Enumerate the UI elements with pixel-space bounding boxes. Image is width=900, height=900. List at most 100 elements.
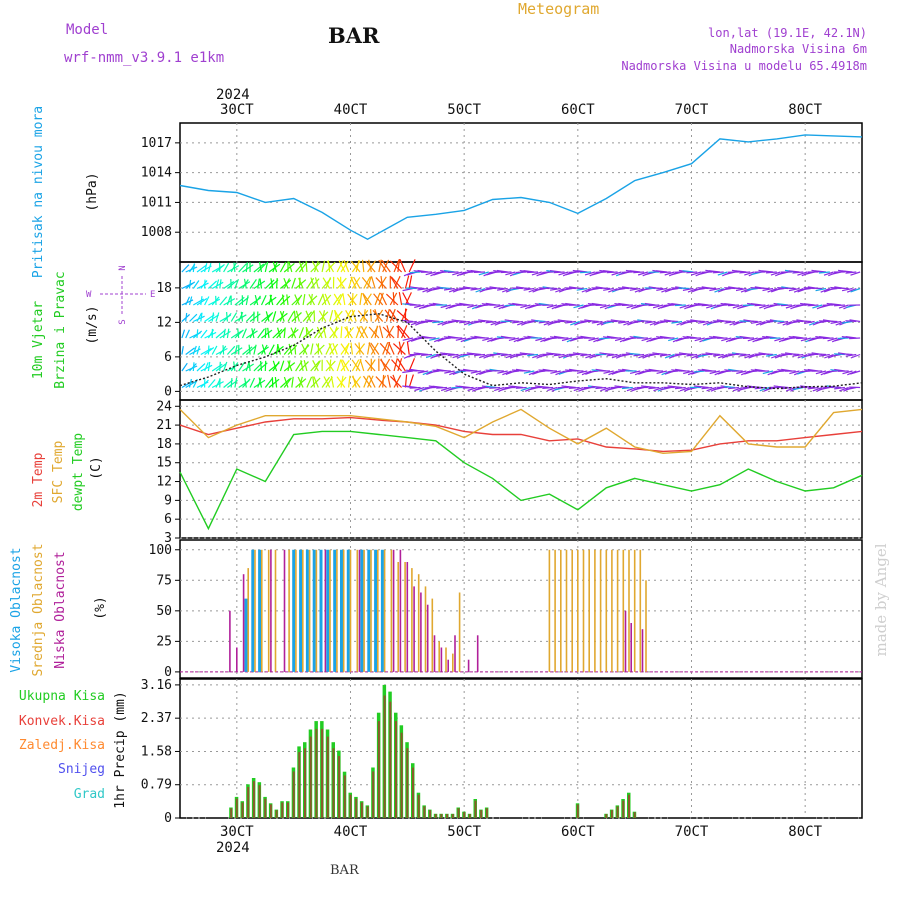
wind-barb-19-5 (253, 344, 257, 355)
wind-barb-131-4 (668, 337, 679, 342)
ytick-3-75: 75 (156, 573, 172, 588)
wind-barb-47-7 (351, 375, 361, 388)
model-label: Model (66, 22, 108, 38)
sfc-ylabel: SFC Temp (51, 441, 66, 504)
wind-barb-132-7 (671, 385, 683, 389)
wind-barb-150-5 (739, 353, 751, 357)
wind-barb-57-2 (385, 293, 399, 306)
wind-barb-44-7 (348, 375, 351, 388)
wind-barb-57-0 (397, 259, 401, 273)
wind-barb-178-3 (845, 320, 857, 323)
wind-barb-128-0 (656, 270, 667, 273)
wind-barb-61-4 (402, 337, 414, 341)
wind-barb-177-6 (842, 370, 853, 375)
wind-barb-39-5 (329, 343, 339, 355)
wind-barb-41-4 (329, 326, 338, 339)
wind-barb-145-4 (721, 337, 732, 342)
wind-barb-93-1 (523, 287, 535, 291)
wind-barb-26-2 (279, 295, 291, 306)
wind-barb-26-7 (279, 378, 291, 388)
wind-barb-54-3 (385, 308, 390, 322)
wind-barb-39-3 (329, 310, 334, 322)
compass-rose: N W E S (86, 265, 155, 324)
precip-bar-conv-50 (622, 800, 625, 818)
wind-barb-125-3 (644, 320, 656, 324)
precip-bar-conv-39 (451, 814, 454, 818)
wind-barb-38-2 (322, 293, 327, 306)
wind-barb-55-4 (386, 325, 391, 339)
wind-barb-127-2 (652, 304, 664, 309)
wind-barb-73-5 (447, 353, 459, 357)
wind-barb-97-7 (538, 385, 550, 389)
wind-barb-22-0 (264, 261, 269, 273)
wind-barb-102-2 (557, 304, 569, 307)
wind-barb-56-3 (384, 309, 395, 322)
wind-barb-3-1 (192, 280, 200, 289)
grid-lines (175, 123, 862, 819)
wind-barb-164-0 (792, 271, 804, 274)
wind-barb-156-6 (762, 370, 774, 375)
wind-barb-14-7 (234, 377, 238, 388)
precip-bar-conv-10 (287, 802, 289, 818)
precip-unit: 1hr Precip (mm) (113, 691, 128, 808)
wind-barb-94-0 (527, 271, 539, 274)
wind-barb-58-1 (391, 276, 403, 289)
wind-barb-72-1 (443, 287, 455, 291)
wind-barb-99-7 (547, 386, 558, 392)
wind-barb-36-1 (314, 277, 319, 289)
wind-barb-141-2 (706, 304, 717, 309)
precip-bar-conv-6 (264, 798, 267, 818)
wind-barb-39-7 (323, 376, 331, 388)
data-series (179, 134, 863, 819)
wind-barb-161-3 (782, 320, 793, 326)
wind-barb-27-0 (283, 262, 295, 273)
wind-barb-25-0 (272, 261, 278, 273)
wind-barb-45-5 (350, 342, 353, 355)
wind-barb-16-4 (241, 328, 247, 339)
ytick-2-24: 24 (156, 399, 172, 414)
wind-barb-52-5 (370, 342, 380, 355)
wind-barb-1-4 (185, 329, 190, 339)
wind-barb-88-0 (505, 271, 516, 276)
wind-barb-164-5 (792, 353, 804, 357)
wind-barb-60-0 (408, 259, 416, 273)
wind-barb-130-5 (664, 353, 675, 359)
wind-barb-172-5 (824, 353, 834, 359)
wind-barb-112-3 (596, 320, 607, 326)
wind-barb-48-7 (363, 375, 369, 388)
wind-barb-54-2 (380, 292, 388, 306)
wind-barb-81-5 (479, 353, 489, 359)
wind-barb-9-1 (215, 279, 220, 289)
wind-barb-48-0 (361, 259, 365, 273)
wind-barb-1-5 (185, 347, 195, 355)
wind-barb-19-1 (253, 280, 266, 289)
wind-speed-line (179, 313, 863, 390)
elevation-text: Nadmorska Visina 6m (730, 42, 867, 56)
top-tick-30CT: 30CT (220, 102, 254, 118)
wind-barb-170-6 (815, 370, 827, 375)
wind-barb-155-2 (759, 304, 770, 309)
legend-grad: Grad (74, 787, 105, 802)
compass-east: E (150, 290, 155, 300)
wind-barb-166-6 (799, 370, 811, 373)
wind-barb-50-2 (362, 293, 372, 306)
wind-barb-112-7 (595, 386, 607, 390)
wind-barb-123-5 (638, 353, 649, 359)
wind-barb-23-4 (267, 327, 270, 339)
wind-barb-21-3 (261, 313, 272, 322)
wind-barb-23-5 (268, 344, 275, 355)
y-tick-labels: 1008101110141017061218369121518212402550… (141, 136, 172, 826)
wind-barb-22-3 (264, 312, 274, 322)
wind-barb-162-4 (784, 337, 796, 340)
wind-barb-67-0 (425, 271, 436, 276)
wind-barb-171-5 (819, 353, 830, 357)
precip-bar-conv-4 (252, 781, 255, 818)
wind-barb-12-5 (226, 345, 236, 355)
wind-barb-173-3 (826, 320, 838, 323)
wind-barb-41-2 (336, 293, 344, 306)
wind-barb-58-5 (398, 341, 403, 355)
wind-barb-99-4 (546, 337, 558, 340)
wind-ylabel-1: 10m Vjetar (31, 301, 46, 379)
precip-bar-conv-2 (241, 802, 244, 818)
temp-series-0 (179, 416, 863, 453)
